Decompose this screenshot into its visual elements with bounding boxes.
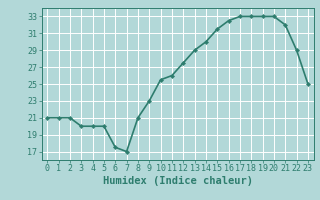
X-axis label: Humidex (Indice chaleur): Humidex (Indice chaleur) bbox=[103, 176, 252, 186]
